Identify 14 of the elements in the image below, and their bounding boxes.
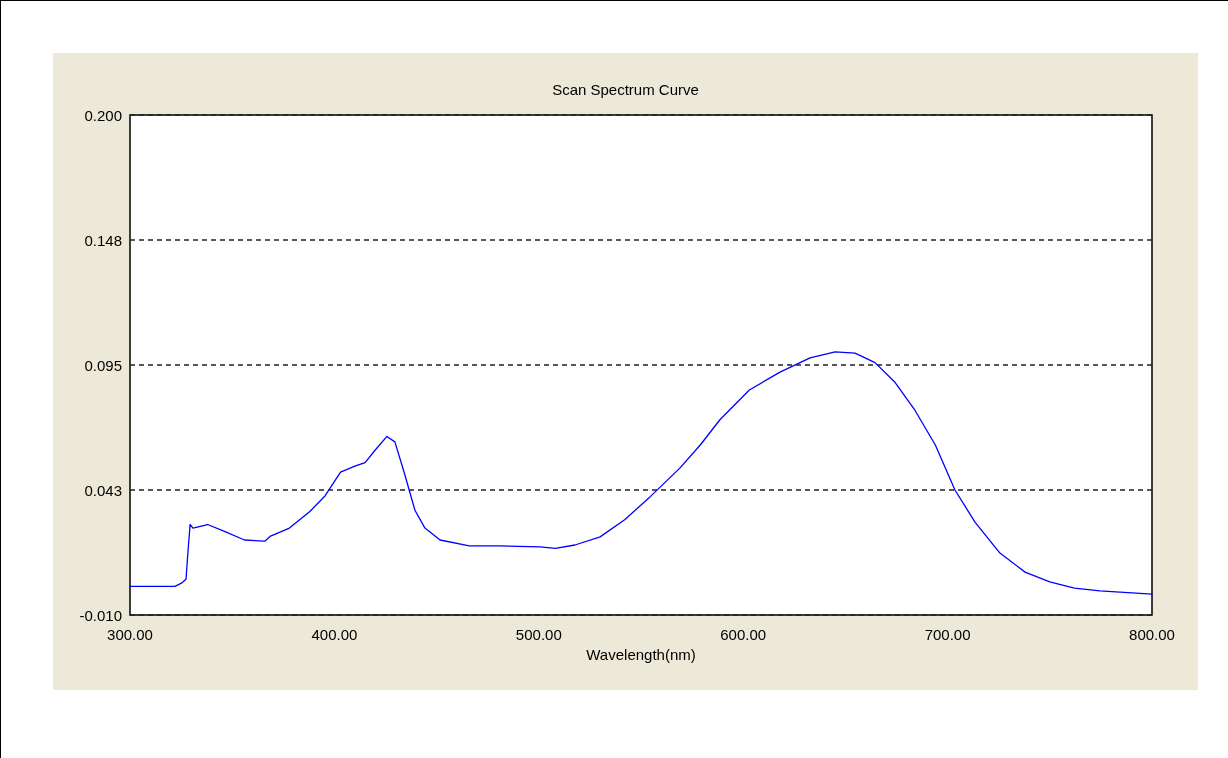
x-tick-label: 800.00: [1129, 626, 1175, 643]
x-tick-label: 700.00: [924, 626, 971, 643]
y-tick-label: -0.010: [79, 606, 122, 624]
y-tick-label: 0.043: [84, 481, 122, 499]
line-series: [129, 351, 1153, 595]
x-tick-label: 500.00: [515, 626, 562, 643]
y-tick-label: 0.200: [84, 106, 122, 124]
y-tick-label: 0.095: [84, 356, 122, 374]
x-axis-title: Wavelength(nm): [586, 645, 696, 663]
x-tick-label: 400.00: [311, 626, 358, 643]
y-tick-label: 0.148: [84, 231, 122, 249]
x-tick-label: 600.00: [720, 626, 767, 643]
chart-title: Scan Spectrum Curve: [552, 81, 699, 98]
x-tick-label: 300.00: [107, 626, 153, 643]
